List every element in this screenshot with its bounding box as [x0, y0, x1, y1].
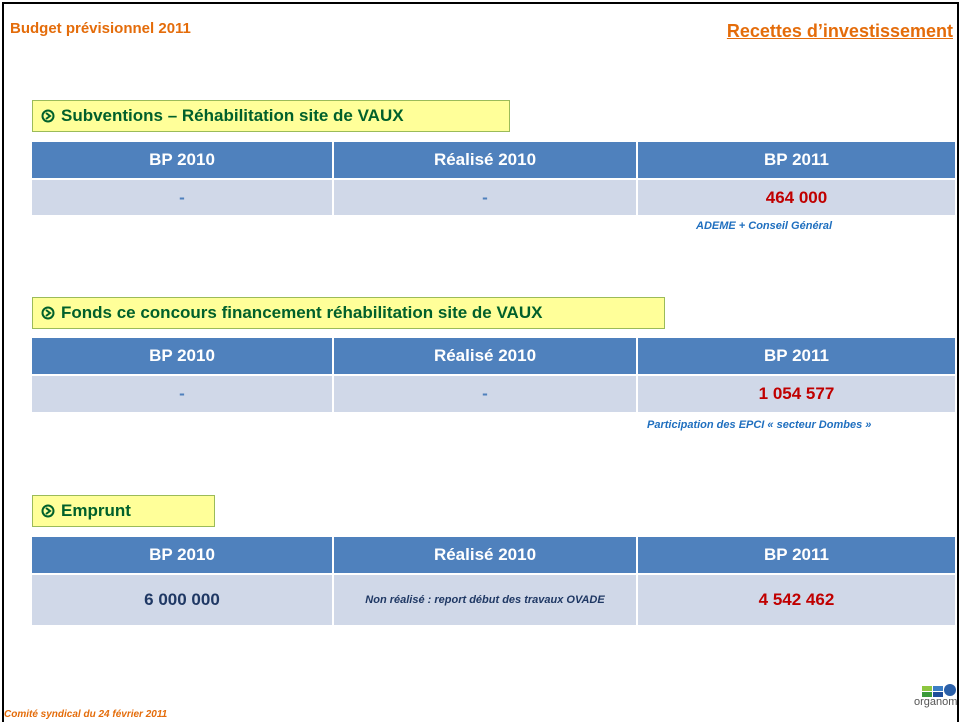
- footer: Comité syndical du 24 février 2011: [4, 709, 168, 720]
- column-header: BP 2011: [638, 142, 955, 178]
- table-cell: 1 054 577: [638, 376, 955, 412]
- column-header: Réalisé 2010: [334, 338, 636, 374]
- table-cell: 4 542 462: [638, 575, 955, 625]
- column-header: BP 2010: [32, 142, 332, 178]
- table-cell: Non réalisé : report début des travaux O…: [334, 575, 636, 625]
- section-label: Emprunt: [32, 495, 215, 527]
- table-cell: 6 000 000: [32, 575, 332, 625]
- table-cell: -: [334, 376, 636, 412]
- logo-text: organom: [914, 696, 958, 708]
- column-header: BP 2010: [32, 537, 332, 573]
- table-cell: 464 000: [638, 180, 955, 215]
- column-header: BP 2010: [32, 338, 332, 374]
- column-header: Réalisé 2010: [334, 537, 636, 573]
- arrow-icon: [41, 109, 55, 123]
- table-cell: -: [334, 180, 636, 215]
- arrow-icon: [41, 504, 55, 518]
- arrow-icon: [41, 306, 55, 320]
- table-note: Participation des EPCI « secteur Dombes …: [647, 419, 872, 431]
- column-header: BP 2011: [638, 338, 955, 374]
- logo-icon: [922, 684, 956, 697]
- table-cell: -: [32, 180, 332, 215]
- label-text: Emprunt: [61, 501, 131, 520]
- column-header: BP 2011: [638, 537, 955, 573]
- section-label: Subventions – Réhabilitation site de VAU…: [32, 100, 510, 132]
- label-text: Subventions – Réhabilitation site de VAU…: [61, 106, 404, 125]
- label-text: Fonds ce concours financement réhabilita…: [61, 303, 543, 322]
- column-header: Réalisé 2010: [334, 142, 636, 178]
- table-note: ADEME + Conseil Général: [696, 220, 833, 232]
- table-cell: -: [32, 376, 332, 412]
- section-label: Fonds ce concours financement réhabilita…: [32, 297, 665, 329]
- title: Budget prévisionnel 2011: [10, 20, 191, 37]
- section-title: Recettes d’investissement: [726, 21, 953, 41]
